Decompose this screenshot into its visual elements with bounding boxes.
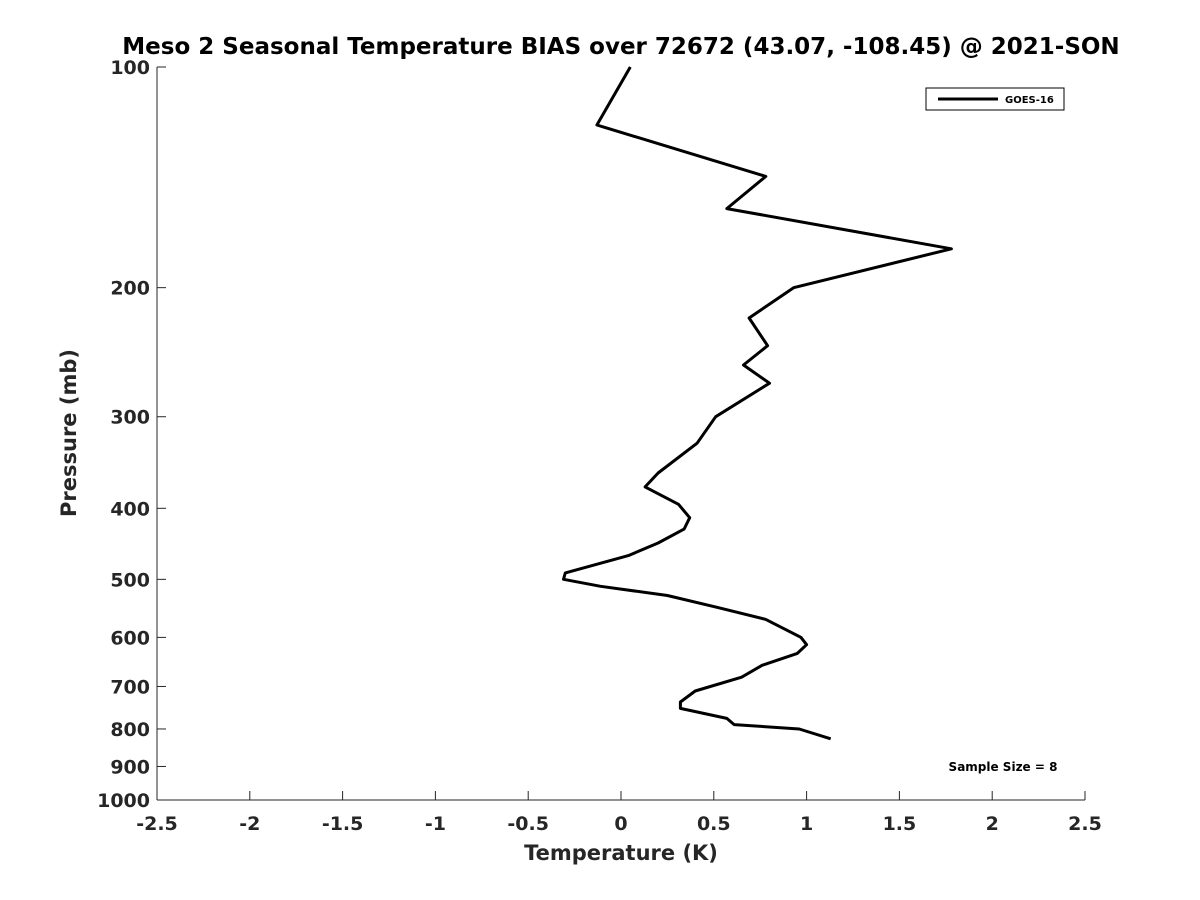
x-tick-label: -1	[425, 813, 446, 835]
x-tick-label: 2	[986, 813, 999, 835]
x-tick-label: 1	[800, 813, 813, 835]
x-tick-label: 0.5	[697, 813, 731, 835]
y-tick-label: 900	[110, 756, 150, 778]
y-tick-label: 1000	[97, 790, 150, 812]
y-tick-label: 400	[110, 498, 150, 520]
y-tick-label: 100	[110, 57, 150, 79]
x-tick-label: -1.5	[322, 813, 364, 835]
legend-label-goes-16: GOES-16	[1005, 95, 1054, 106]
x-ticks: -2.5 -2 -1.5 -1 -0.5 0 0.5 1 1.5 2 2.5	[136, 791, 1102, 835]
x-tick-label: -2	[239, 813, 260, 835]
x-tick-label: -2.5	[136, 813, 178, 835]
x-tick-label: 1.5	[883, 813, 917, 835]
y-tick-label: 300	[110, 407, 150, 429]
y-tick-label: 600	[110, 627, 150, 649]
sample-size-annotation: Sample Size = 8	[949, 760, 1058, 774]
y-tick-label: 500	[110, 569, 150, 591]
x-axis-label: Temperature (K)	[524, 841, 718, 865]
y-tick-label: 200	[110, 278, 150, 300]
legend: GOES-16	[925, 87, 1065, 111]
y-tick-label: 800	[110, 719, 150, 741]
chart-title: Meso 2 Seasonal Temperature BIAS over 72…	[122, 34, 1119, 60]
plot-area: -2.5 -2 -1.5 -1 -0.5 0 0.5 1 1.5 2 2.5 100 200 300 40…	[97, 57, 1102, 835]
y-tick-label: 700	[110, 676, 150, 698]
x-tick-label: 0	[614, 813, 627, 835]
y-ticks: 100 200 300 400 500 600 700 800 900 1000	[97, 57, 166, 812]
x-tick-label: 2.5	[1068, 813, 1102, 835]
x-tick-label: -0.5	[507, 813, 549, 835]
y-axis-label: Pressure (mb)	[57, 349, 81, 517]
series-line-goes-16	[562, 66, 953, 741]
